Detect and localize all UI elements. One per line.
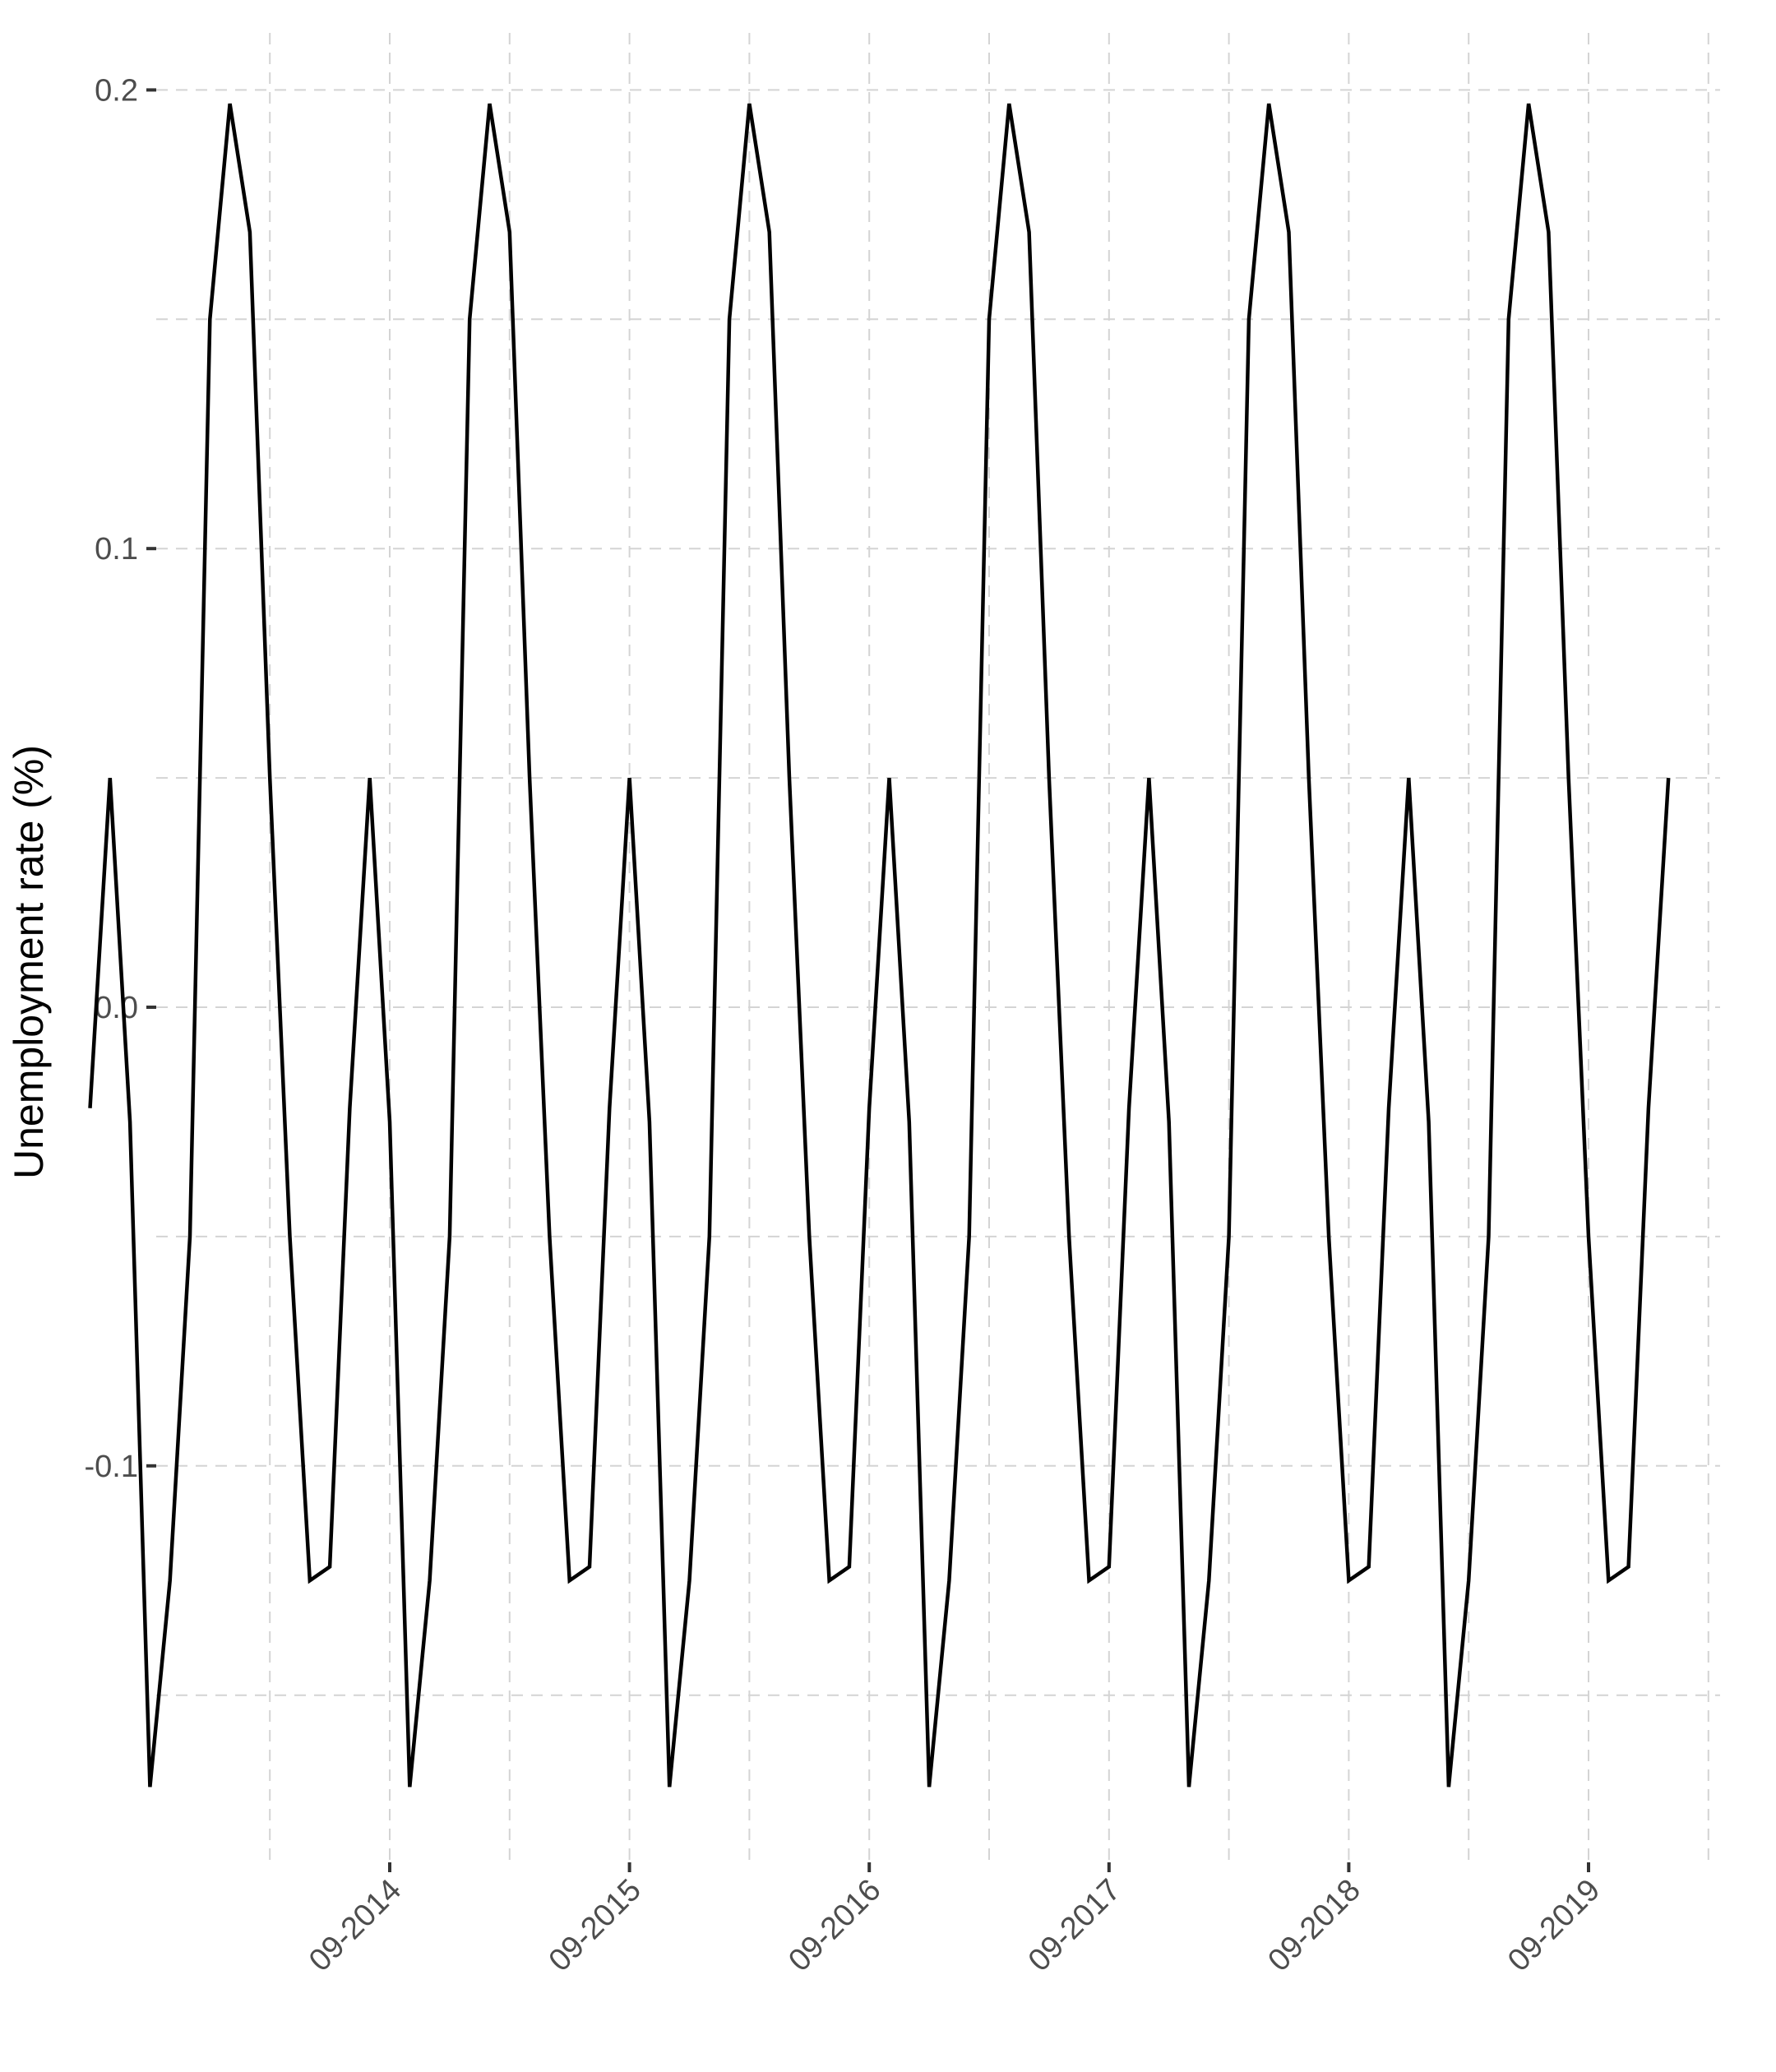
x-tick-label: 09-2018 xyxy=(1261,1873,1367,1978)
x-tick-label: 09-2015 xyxy=(543,1873,648,1978)
y-tick-label: 0.1 xyxy=(95,532,138,567)
y-axis-title: Unemployment rate (%) xyxy=(6,745,52,1179)
x-tick-label: 09-2017 xyxy=(1022,1873,1127,1978)
x-tick-label: 09-2016 xyxy=(782,1873,887,1978)
x-axis-ticks: 09-2014 09-2015 09-2016 09-2017 09-2018 09-20… xyxy=(303,1862,1607,1978)
x-tick-label: 09-2019 xyxy=(1501,1873,1607,1978)
y-axis-ticks: 0.2 0.1 0.0 -0.1 xyxy=(85,73,156,1484)
series-line-0 xyxy=(88,103,1671,1788)
y-tick-label: -0.1 xyxy=(85,1450,138,1484)
y-tick-label: 0.2 xyxy=(95,73,138,108)
series-layer xyxy=(88,103,1671,1788)
major-horizontal-gridlines xyxy=(156,89,1720,1467)
y-tick-label: 0.0 xyxy=(95,991,138,1025)
x-tick-label: 09-2014 xyxy=(303,1873,408,1978)
